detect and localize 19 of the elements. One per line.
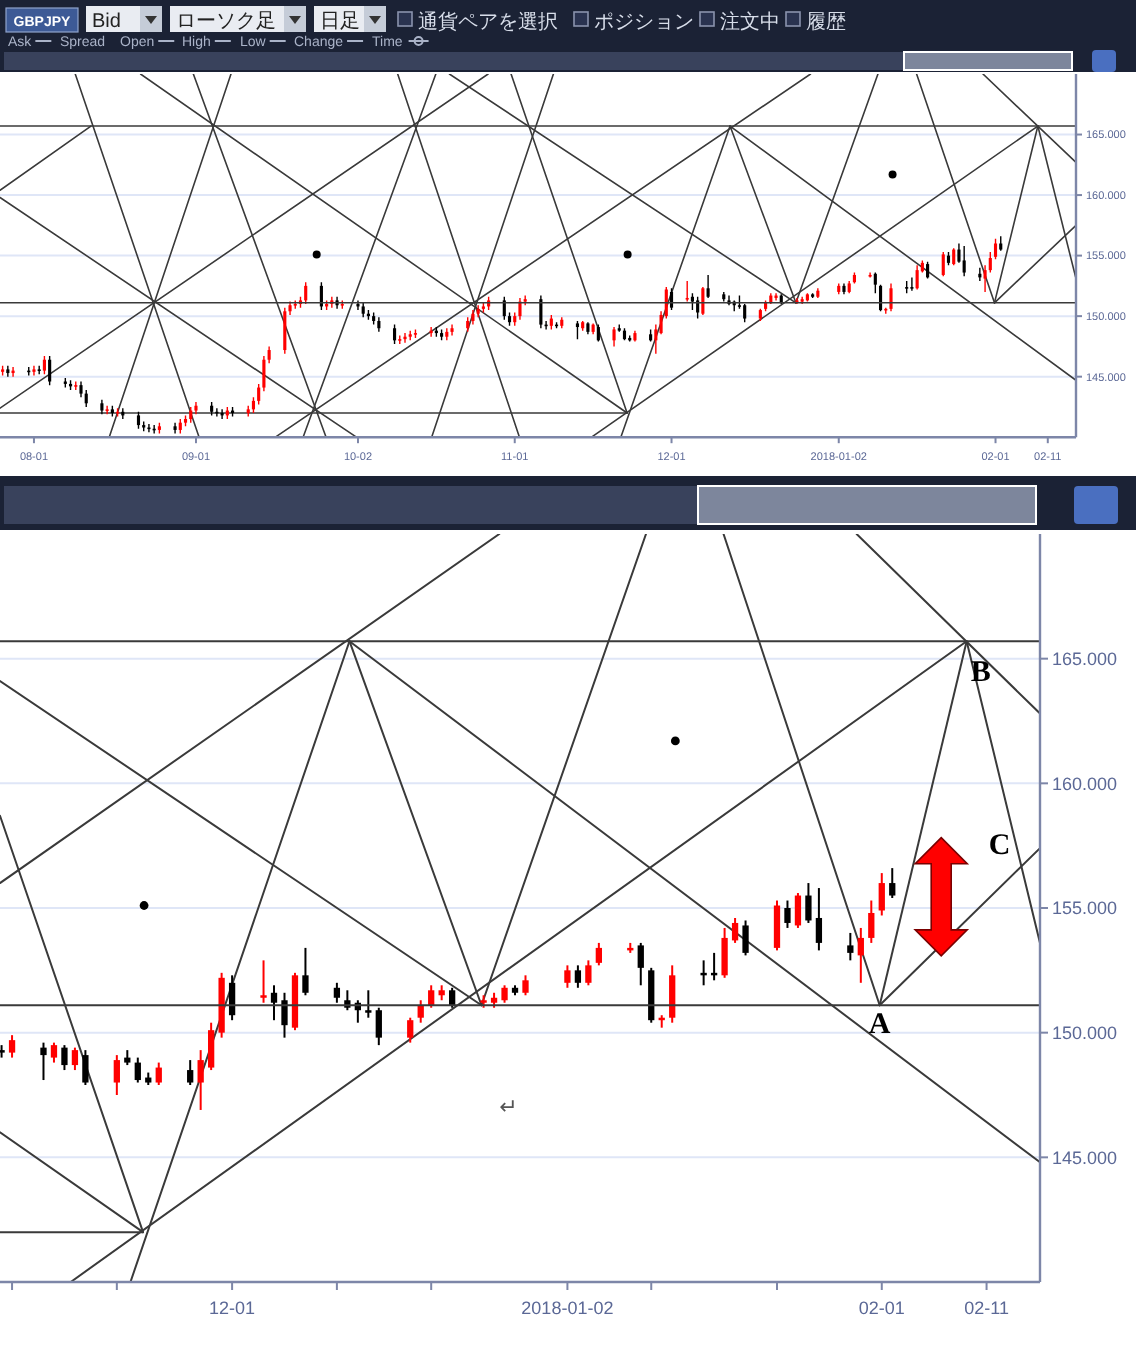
x-tick-label: 2018-01-02 [521, 1298, 614, 1318]
x-tick-label: 12-01 [209, 1298, 256, 1318]
annotation: C [988, 829, 1011, 862]
y-tick-label: 160.000 [1052, 773, 1118, 794]
y-tick-label: 150.000 [1052, 1022, 1118, 1043]
y-tick-label: 155.000 [1052, 898, 1118, 919]
x-tick-label: 02-11 [964, 1298, 1009, 1318]
x-tick-label: 02-01 [858, 1298, 905, 1318]
text: 注文中 [720, 9, 780, 34]
y-tick-label: 165.000 [1052, 648, 1118, 669]
text: 日足 [320, 11, 360, 33]
text: 通貨ペアを選択 [418, 9, 558, 34]
annotation: A [868, 1009, 891, 1042]
annotation: ↵ [499, 1095, 518, 1120]
text: ローソク足 [176, 11, 276, 33]
text: ポジション [594, 11, 694, 34]
text: Bid [92, 11, 121, 33]
text: 履歴 [806, 11, 846, 34]
y-tick-label: 145.000 [1052, 1147, 1118, 1168]
